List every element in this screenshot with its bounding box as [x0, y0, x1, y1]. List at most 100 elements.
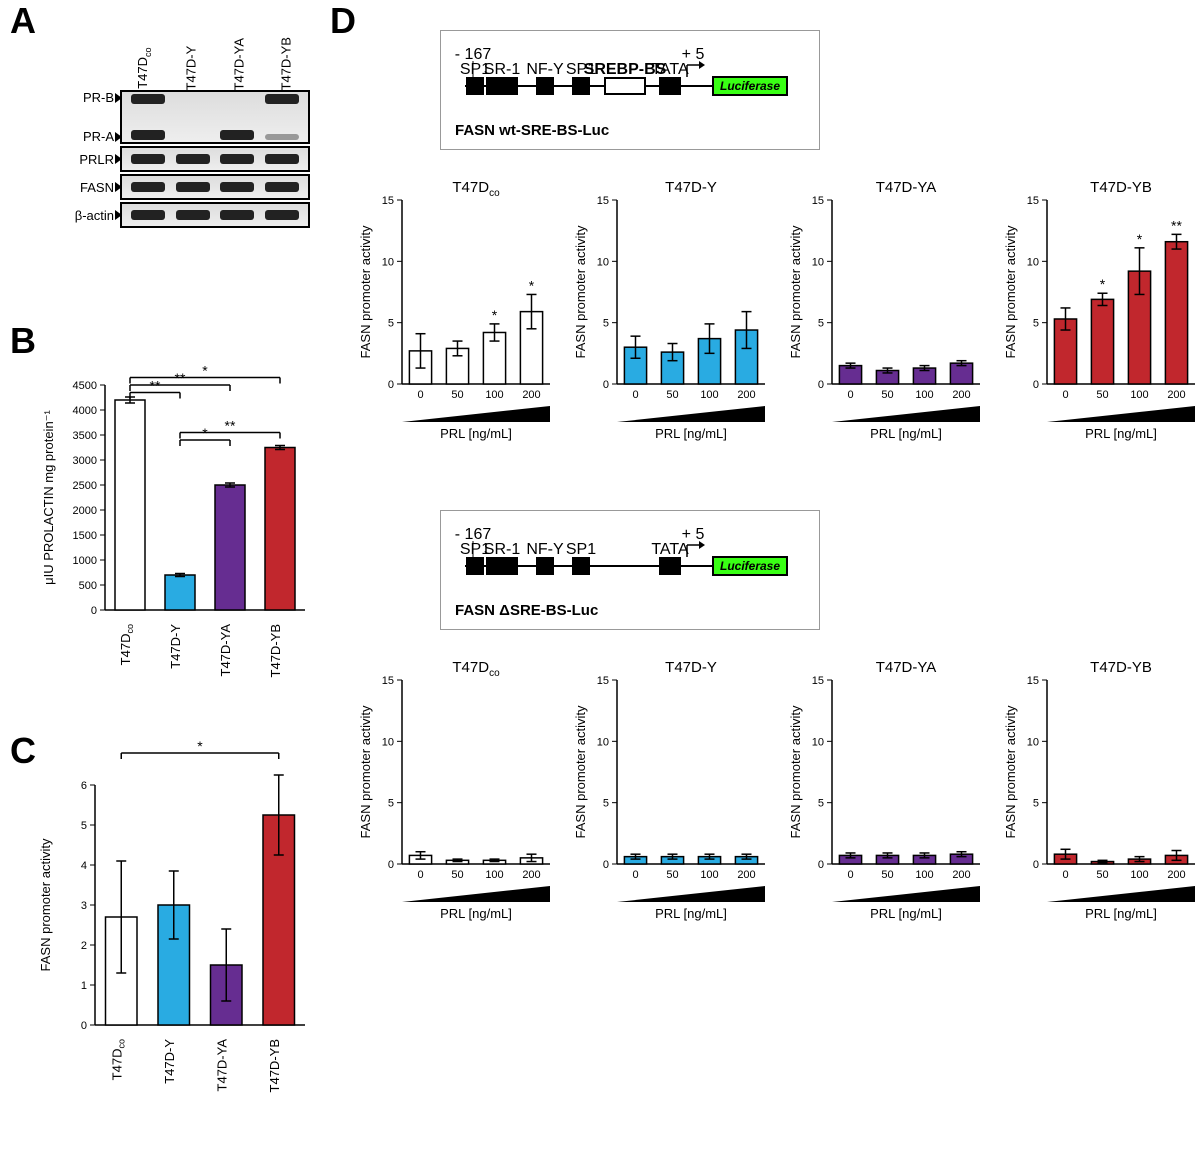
- panel-b-chart: 050010001500200025003000350040004500μIU …: [35, 330, 315, 720]
- panel-d-chart-T47D-YB: 051015FASN promoter activity050100200PRL…: [995, 650, 1200, 950]
- svg-text:T47D-YA: T47D-YA: [876, 179, 937, 196]
- svg-text:PRL [ng/mL]: PRL [ng/mL]: [655, 426, 727, 441]
- svg-text:5: 5: [388, 318, 394, 330]
- svg-text:50: 50: [666, 389, 678, 401]
- panel-label-c: C: [10, 730, 36, 772]
- panel-c-chart: 0123456FASN promoter activityT47DcoT47D-…: [35, 745, 315, 1145]
- svg-text:50: 50: [1096, 389, 1108, 401]
- svg-text:5: 5: [818, 798, 824, 810]
- svg-text:200: 200: [522, 869, 540, 881]
- svg-text:FASN promoter activity: FASN promoter activity: [1003, 705, 1018, 838]
- svg-text:0: 0: [818, 859, 824, 871]
- svg-text:100: 100: [485, 869, 503, 881]
- svg-text:15: 15: [1027, 195, 1039, 207]
- svg-text:2500: 2500: [73, 480, 97, 492]
- svg-text:10: 10: [812, 256, 824, 268]
- svg-text:3: 3: [81, 900, 87, 912]
- svg-text:50: 50: [451, 389, 463, 401]
- svg-text:200: 200: [522, 389, 540, 401]
- svg-text:T47D-YB: T47D-YB: [268, 624, 283, 677]
- svg-text:4: 4: [81, 860, 87, 872]
- svg-text:5: 5: [1033, 798, 1039, 810]
- svg-text:T47D-Y: T47D-Y: [665, 179, 717, 196]
- svg-text:FASN promoter activity: FASN promoter activity: [358, 225, 373, 358]
- svg-text:TATA: TATA: [651, 541, 689, 558]
- svg-text:- 167: - 167: [455, 46, 491, 63]
- svg-text:1000: 1000: [73, 555, 97, 567]
- svg-text:μIU PROLACTIN mg protein⁻¹: μIU PROLACTIN mg protein⁻¹: [41, 409, 56, 584]
- svg-text:Luciferase: Luciferase: [720, 79, 780, 93]
- svg-text:T47D-YB: T47D-YB: [1090, 179, 1152, 196]
- svg-text:200: 200: [952, 869, 970, 881]
- svg-text:**: **: [1171, 217, 1182, 233]
- svg-text:PRL [ng/mL]: PRL [ng/mL]: [870, 906, 942, 921]
- svg-text:3500: 3500: [73, 430, 97, 442]
- svg-text:- 167: - 167: [455, 526, 491, 543]
- svg-text:FASN promoter activity: FASN promoter activity: [788, 705, 803, 838]
- svg-text:15: 15: [382, 195, 394, 207]
- svg-text:PRL [ng/mL]: PRL [ng/mL]: [440, 426, 512, 441]
- svg-text:**: **: [225, 418, 236, 434]
- panel-d-chart-T47D-YA: 051015FASN promoter activity050100200PRL…: [780, 650, 990, 950]
- svg-text:SP1: SP1: [566, 541, 596, 558]
- svg-text:**: **: [175, 370, 186, 386]
- svg-text:T47Dco: T47Dco: [452, 179, 500, 199]
- svg-text:T47D-YA: T47D-YA: [218, 624, 233, 677]
- svg-text:3000: 3000: [73, 455, 97, 467]
- svg-text:200: 200: [737, 869, 755, 881]
- svg-text:0: 0: [1062, 869, 1068, 881]
- construct-del-box: SP1SR-1NF-YSP1TATA- 167+ 5LuciferaseFASN…: [440, 510, 820, 630]
- panel-d-chart-T47D-YA: 051015FASN promoter activity050100200PRL…: [780, 170, 990, 470]
- svg-text:FASN promoter activity: FASN promoter activity: [573, 705, 588, 838]
- svg-text:50: 50: [881, 869, 893, 881]
- svg-text:0: 0: [1033, 859, 1039, 871]
- svg-text:*: *: [197, 738, 203, 754]
- svg-text:NF-Y: NF-Y: [526, 61, 564, 78]
- svg-text:TATA: TATA: [651, 61, 689, 78]
- svg-text:*: *: [529, 277, 535, 293]
- svg-text:200: 200: [737, 389, 755, 401]
- svg-text:T47D-Y: T47D-Y: [162, 1039, 177, 1084]
- svg-text:2000: 2000: [73, 505, 97, 517]
- panel-d-chart-T47D_co: 051015FASN promoter activity050*100*200P…: [350, 170, 560, 470]
- svg-text:*: *: [202, 363, 208, 379]
- svg-text:5: 5: [81, 820, 87, 832]
- panel-d-chart-T47D_co: 051015FASN promoter activity050100200PRL…: [350, 650, 560, 950]
- svg-text:200: 200: [1167, 389, 1185, 401]
- svg-text:Luciferase: Luciferase: [720, 559, 780, 573]
- svg-text:**: **: [150, 378, 161, 394]
- panel-d-chart-T47D-Y: 051015FASN promoter activity050100200PRL…: [565, 650, 775, 950]
- svg-text:*: *: [492, 307, 498, 323]
- svg-text:*: *: [202, 425, 208, 441]
- svg-text:200: 200: [1167, 869, 1185, 881]
- svg-text:6: 6: [81, 780, 87, 792]
- svg-text:0: 0: [603, 859, 609, 871]
- svg-text:10: 10: [382, 256, 394, 268]
- svg-text:10: 10: [1027, 256, 1039, 268]
- svg-text:0: 0: [81, 1020, 87, 1032]
- svg-text:15: 15: [597, 675, 609, 687]
- svg-text:500: 500: [79, 580, 97, 592]
- svg-text:+ 5: + 5: [682, 526, 705, 543]
- svg-text:0: 0: [632, 389, 638, 401]
- svg-text:50: 50: [666, 869, 678, 881]
- svg-text:15: 15: [597, 195, 609, 207]
- svg-text:200: 200: [952, 389, 970, 401]
- svg-text:10: 10: [812, 736, 824, 748]
- svg-text:T47D-Y: T47D-Y: [665, 659, 717, 676]
- svg-text:T47D-YA: T47D-YA: [876, 659, 937, 676]
- svg-text:0: 0: [603, 379, 609, 391]
- svg-text:SR-1: SR-1: [484, 541, 521, 558]
- svg-text:T47Dco: T47Dco: [452, 659, 500, 679]
- svg-text:15: 15: [812, 675, 824, 687]
- svg-text:T47D-YA: T47D-YA: [214, 1039, 229, 1092]
- svg-text:1500: 1500: [73, 530, 97, 542]
- svg-text:0: 0: [388, 859, 394, 871]
- svg-text:1: 1: [81, 980, 87, 992]
- panel-label-d: D: [330, 0, 356, 42]
- svg-text:FASN promoter activity: FASN promoter activity: [1003, 225, 1018, 358]
- svg-text:10: 10: [597, 736, 609, 748]
- svg-text:100: 100: [700, 869, 718, 881]
- svg-text:+ 5: + 5: [682, 46, 705, 63]
- svg-text:PRL [ng/mL]: PRL [ng/mL]: [655, 906, 727, 921]
